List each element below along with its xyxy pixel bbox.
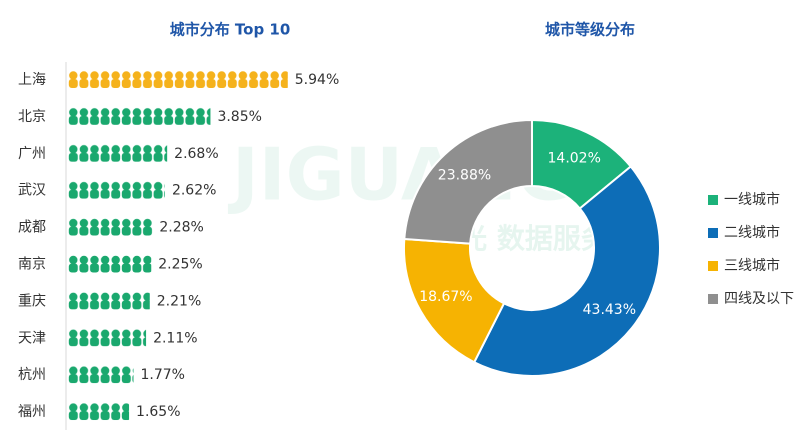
category-label: 天津 — [18, 330, 46, 346]
slice-label: 43.43% — [583, 302, 636, 318]
legend-label: 二线城市 — [724, 224, 780, 241]
legend-swatch — [708, 195, 718, 205]
slice — [472, 165, 661, 377]
legend-label: 三线城市 — [724, 257, 780, 274]
category-label: 广州 — [18, 146, 46, 162]
bar — [68, 143, 168, 162]
bar — [68, 106, 211, 125]
bar — [68, 254, 152, 273]
category-label: 成都 — [18, 220, 46, 236]
category-label: 福州 — [18, 404, 46, 420]
bar — [68, 291, 150, 310]
legend-label: 一线城市 — [724, 191, 780, 208]
value-label: 2.68% — [174, 146, 218, 162]
value-label: 2.25% — [158, 257, 202, 273]
pie-title: 城市等级分布 — [545, 21, 635, 39]
slice — [403, 118, 533, 245]
bar — [68, 402, 130, 421]
bar — [68, 70, 288, 88]
category-label: 南京 — [18, 257, 46, 273]
slice-label: 14.02% — [548, 150, 601, 166]
value-label: 2.28% — [159, 220, 203, 236]
bar — [68, 328, 147, 347]
legend-swatch — [708, 294, 718, 304]
category-label: 北京 — [18, 109, 46, 125]
value-label: 1.77% — [140, 367, 184, 383]
bar — [68, 217, 153, 236]
value-label: 2.62% — [172, 183, 216, 199]
category-label: 上海 — [18, 72, 46, 88]
legend-swatch — [708, 228, 718, 238]
category-label: 杭州 — [18, 367, 46, 383]
value-label: 3.85% — [217, 109, 261, 125]
value-label: 5.94% — [295, 72, 339, 88]
legend-swatch — [708, 261, 718, 271]
value-label: 2.21% — [157, 293, 201, 309]
slice-label: 23.88% — [438, 168, 491, 184]
bar — [68, 365, 134, 384]
bar-title: 城市分布 Top 10 — [170, 21, 291, 39]
bar — [68, 180, 165, 199]
legend-label: 四线及以下 — [724, 291, 794, 307]
value-label: 1.65% — [136, 404, 180, 420]
category-label: 武汉 — [18, 183, 46, 199]
category-label: 重庆 — [18, 293, 46, 309]
slice-label: 18.67% — [419, 289, 472, 305]
value-label: 2.11% — [153, 330, 197, 346]
